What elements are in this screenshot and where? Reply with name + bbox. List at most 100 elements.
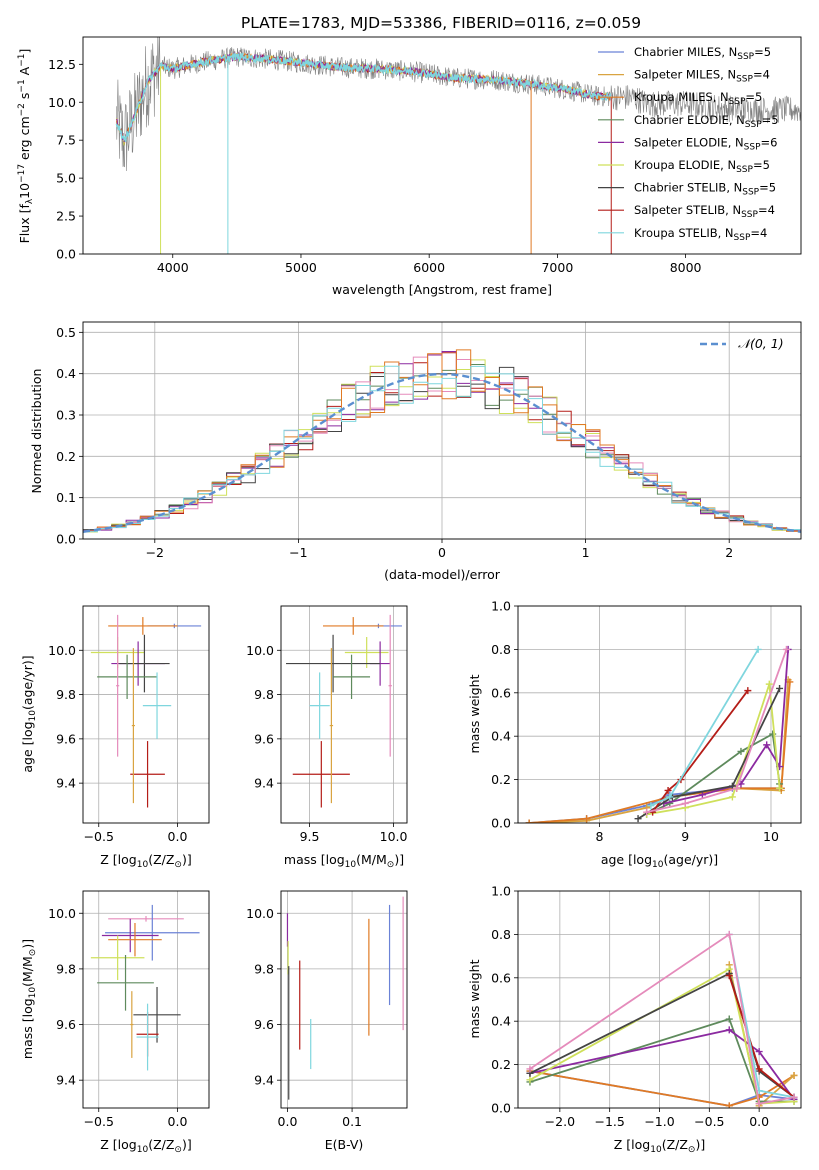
legend-label: Kroupa STELIB, NSSP=4 (634, 226, 767, 243)
x-axis-label-part: 10 (137, 1145, 149, 1155)
x-tick-label: 2 (725, 545, 733, 560)
x-tick-label: −2 (146, 545, 164, 560)
data-point (333, 654, 371, 699)
y-tick-label: 10.0 (246, 906, 274, 921)
plus-marker (666, 793, 674, 801)
gaussian-curve (83, 372, 801, 533)
plus-marker (755, 1100, 763, 1108)
y-tick-label: 9.8 (254, 961, 274, 976)
data-point (116, 614, 120, 757)
data-point (136, 1003, 159, 1071)
y-tick-label: 0.3 (56, 408, 76, 423)
age-mass-panel: 9.5 10.0 9.4 9.6 9.8 10.0 mass [log10(M/M⊙)] (246, 605, 408, 870)
x-axis-label-part: Z [log (100, 852, 136, 867)
legend-label-part: Chabrier MILES, N (634, 45, 737, 59)
x-axis-label-part: Z [log (100, 1137, 136, 1152)
legend-label-part: Salpeter ELODIE, N (634, 135, 744, 149)
y-tick-label: 9.6 (254, 1017, 274, 1032)
y-axis-label: mass [log10(M/M⊙)] (20, 939, 38, 1059)
legend-label-part: SSP (745, 120, 762, 130)
plus-marker (744, 687, 752, 695)
plus-marker (733, 784, 741, 792)
x-axis-label-part: age [log (601, 852, 652, 867)
axes-frame (82, 605, 210, 824)
plus-marker (525, 819, 533, 823)
age-metallicity-panel: −0.5 0.09.49.69.810.0Z [log10(Z/Z⊙)]age [… (20, 605, 210, 870)
weight-series (529, 1070, 795, 1107)
legend-label-part: Kroupa STELIB, N (634, 226, 734, 240)
axes-frame (280, 890, 408, 1109)
legend-label-part: =5 (753, 158, 770, 172)
weight-series (663, 649, 789, 805)
model-spectrum (115, 52, 612, 142)
y-axis-label: mass weight (467, 674, 482, 753)
data-point (323, 617, 384, 635)
plus-marker (786, 678, 794, 686)
legend-label-part: SSP (741, 210, 758, 220)
y-tick-label: 12.5 (48, 57, 76, 72)
legend-label-part: =4 (758, 203, 775, 217)
y-axis-label-part: s (17, 93, 32, 104)
figure-title: PLATE=1783, MJD=53386, FIBERID=0116, z=0… (241, 14, 641, 32)
legend-label-part: Kroupa MILES, N (634, 90, 729, 104)
data-point (101, 918, 159, 953)
histogram-series (83, 365, 801, 534)
x-tick-label: −2.0 (545, 1114, 575, 1129)
legend-label-part: =6 (761, 135, 778, 149)
legend-label-part: SSP (737, 52, 754, 62)
weight-series (529, 1028, 795, 1100)
spectrum-panel: 4000 5000 6000 7000 8000 0.0 2.5 5.0 7.5 10.0 12.5… (17, 36, 802, 297)
plus-marker (790, 1093, 798, 1101)
mass-extinction-panel: 0.0 0.1 9.4 9.6 9.8 10.0 E(B-V) (246, 890, 408, 1152)
x-tick-label: 8 (595, 829, 603, 844)
x-tick-label: −0.5 (84, 829, 114, 844)
axes-frame (82, 36, 802, 255)
axes-frame (517, 605, 802, 824)
x-axis-label: age [log10(age/yr)] (601, 852, 718, 870)
plus-marker (776, 784, 784, 792)
x-tick-label: 5000 (285, 260, 317, 275)
plus-marker (776, 684, 784, 692)
legend-label-part: SSP (742, 188, 759, 198)
legend-entry: Kroupa STELIB, NSSP=4 (598, 226, 767, 243)
legend-label-part: SSP (744, 142, 761, 152)
x-tick-label: −1 (289, 545, 307, 560)
weight-series (529, 1017, 794, 1103)
y-tick-label: 9.6 (56, 731, 76, 746)
y-tick-label: 0.4 (491, 729, 511, 744)
x-axis-label-part: ⊙ (174, 860, 182, 870)
y-tick-label: 9.6 (254, 731, 274, 746)
y-axis-label-part: −17 (17, 164, 27, 183)
y-tick-label: 1.0 (491, 884, 511, 899)
legend-label-part: Salpeter STELIB, N (634, 203, 741, 217)
legend-label: Salpeter STELIB, NSSP=4 (634, 203, 775, 220)
legend-entry: Salpeter ELODIE, NSSP=6 (598, 135, 777, 152)
y-tick-label: 1.0 (491, 599, 511, 614)
y-tick-label: 0.8 (491, 927, 511, 942)
legend-label: Kroupa ELODIE, NSSP=5 (634, 158, 770, 175)
y-axis-label-part: −1 (17, 54, 27, 67)
legend-label-part: =5 (745, 90, 762, 104)
x-axis-label-part: )] (394, 852, 404, 867)
y-axis-label-part: Flux [f (17, 204, 32, 244)
errorbars (286, 896, 404, 1100)
y-tick-label: 9.6 (56, 1017, 76, 1032)
plus-marker (728, 782, 736, 790)
x-axis-label: E(B-V) (325, 1137, 364, 1152)
y-axis-label: Normed distribution (29, 369, 44, 494)
weight-series (529, 932, 795, 1105)
y-tick-label: 0.6 (491, 685, 511, 700)
legend-label: Salpeter ELODIE, NSSP=6 (634, 135, 777, 152)
y-tick-label: 0.2 (491, 1057, 511, 1072)
x-tick-label: −1.0 (644, 1114, 674, 1129)
legend-label-part: SSP (736, 165, 753, 175)
plus-marker (526, 1076, 534, 1084)
data-point (108, 617, 178, 635)
x-axis-label-part: (Z/Z (662, 1137, 688, 1152)
spectrum-lines (115, 37, 801, 254)
x-axis-label: Z [log10(Z/Z⊙)] (100, 1137, 191, 1155)
y-tick-label: 0.2 (56, 449, 76, 464)
y-tick-label: 0.4 (56, 366, 76, 381)
